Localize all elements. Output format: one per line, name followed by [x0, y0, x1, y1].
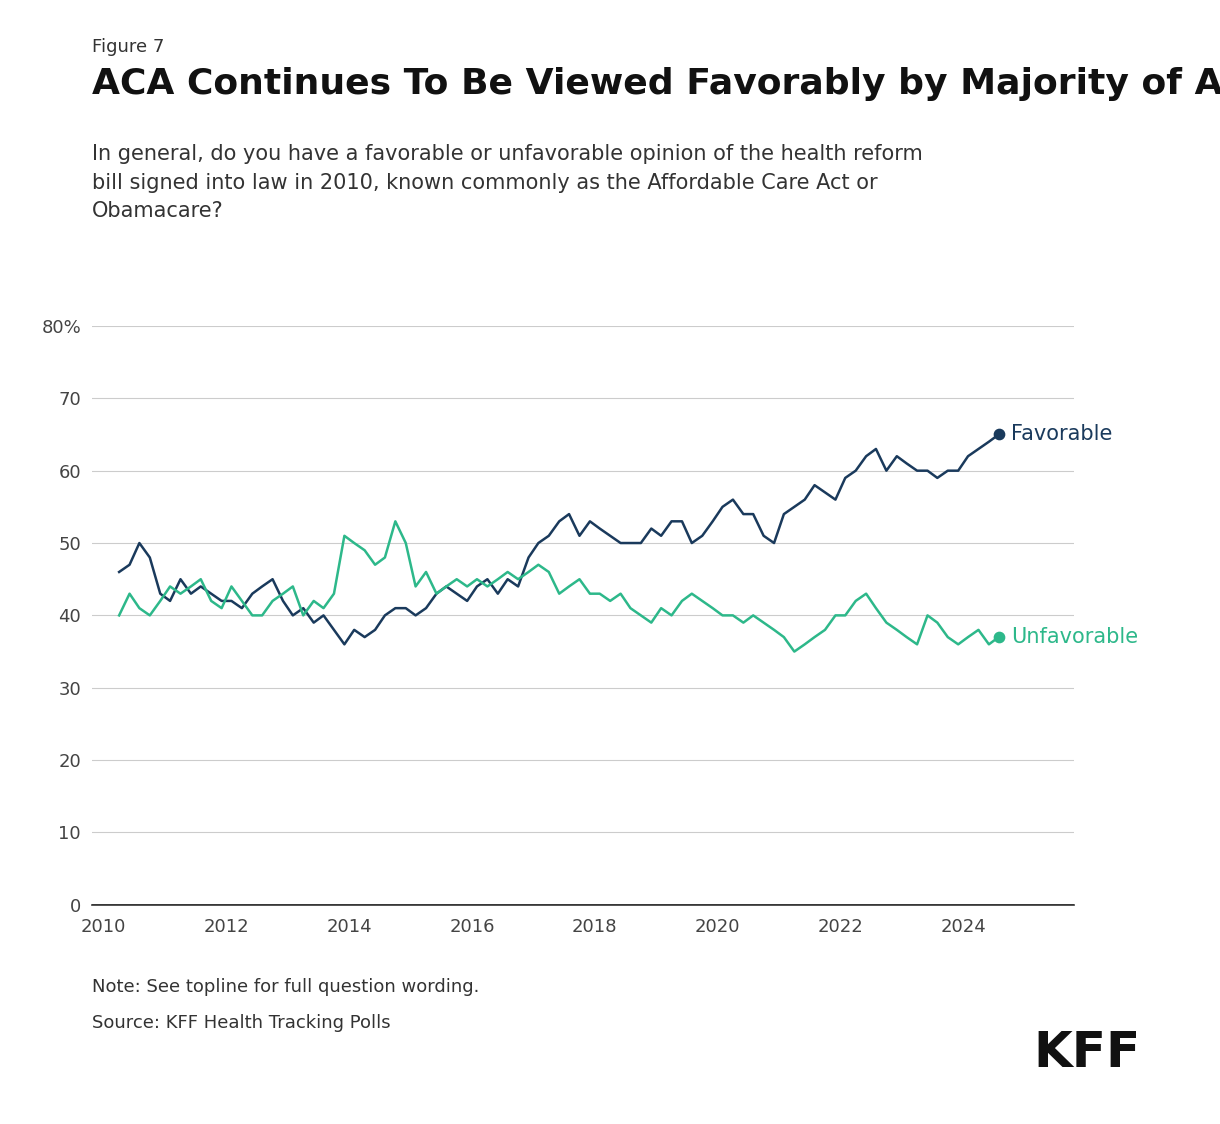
Text: In general, do you have a favorable or unfavorable opinion of the health reform
: In general, do you have a favorable or u…	[92, 144, 922, 221]
Text: ACA Continues To Be Viewed Favorably by Majority of Adults: ACA Continues To Be Viewed Favorably by …	[92, 67, 1220, 101]
Text: Note: See topline for full question wording.: Note: See topline for full question word…	[92, 978, 479, 996]
Text: Unfavorable: Unfavorable	[1011, 627, 1138, 647]
Point	[989, 426, 1009, 444]
Text: Favorable: Favorable	[1011, 425, 1113, 444]
Text: Figure 7: Figure 7	[92, 38, 163, 56]
Point	[989, 628, 1009, 646]
Text: Source: KFF Health Tracking Polls: Source: KFF Health Tracking Polls	[92, 1014, 390, 1032]
Text: KFF: KFF	[1033, 1028, 1141, 1077]
